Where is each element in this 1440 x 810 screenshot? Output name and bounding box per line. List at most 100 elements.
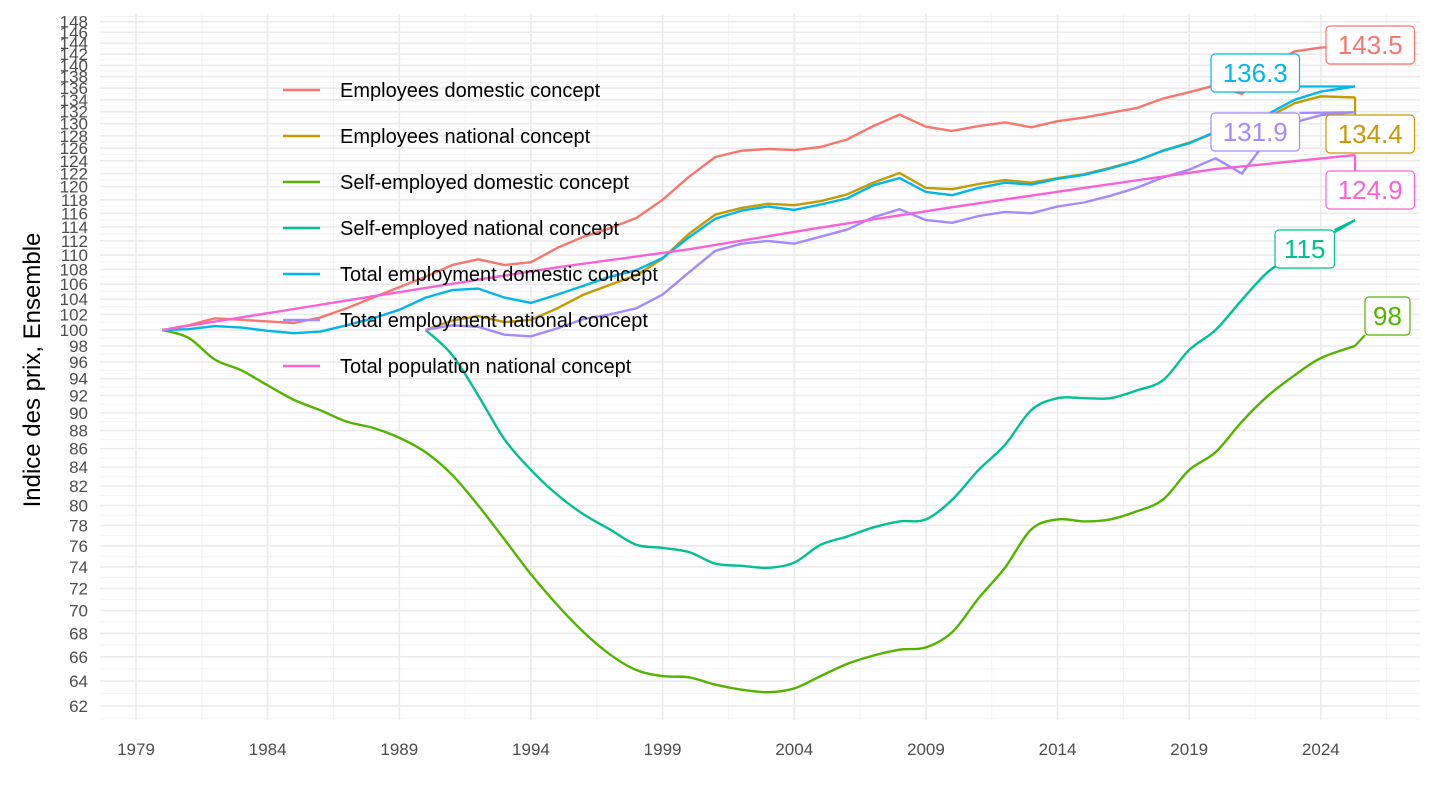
x-tick-label: 1994 bbox=[512, 740, 550, 759]
y-tick-label: 62 bbox=[69, 697, 88, 716]
series-line-total-employment-domestic-concept bbox=[162, 85, 1356, 335]
end-label: 134.4 bbox=[1325, 97, 1416, 154]
end-label: 143.5 bbox=[1325, 25, 1416, 65]
y-tick-label: 138 bbox=[60, 68, 88, 87]
y-tick-label: 146 bbox=[60, 23, 88, 42]
y-tick-label: 82 bbox=[69, 477, 88, 496]
y-tick-label: 116 bbox=[61, 204, 88, 223]
y-tick-label: 134 bbox=[60, 91, 88, 110]
legend-label: Employees national concept bbox=[340, 126, 591, 148]
x-tick-label: 2004 bbox=[775, 740, 813, 759]
series-line-employees-domestic-concept bbox=[162, 44, 1356, 332]
series-lines bbox=[161, 44, 1356, 694]
legend-item: Employees national concept bbox=[283, 126, 591, 148]
y-tick-label: 68 bbox=[69, 624, 88, 643]
y-tick-label: 136 bbox=[60, 79, 88, 98]
y-tick-label: 126 bbox=[60, 139, 88, 158]
y-tick-label: 74 bbox=[69, 558, 88, 577]
end-label-box bbox=[1364, 296, 1411, 336]
end-label-box bbox=[1210, 112, 1301, 152]
legend-item: Self-employed domestic concept bbox=[283, 172, 629, 194]
y-axis-ticks: 6264666870727476788082848688909294969810… bbox=[60, 13, 88, 716]
y-tick-label: 66 bbox=[69, 648, 88, 667]
y-tick-label: 86 bbox=[69, 440, 88, 459]
y-tick-label: 128 bbox=[60, 127, 88, 146]
end-label-value: 98 bbox=[1373, 301, 1402, 331]
x-axis-ticks: 1979 1984 1989 1994 1999 2004 2009 2014 2019 2024 bbox=[117, 740, 1340, 759]
x-tick-label: 1979 bbox=[117, 740, 155, 759]
y-axis-title: Indice des prix, Ensemble bbox=[19, 233, 46, 508]
y-tick-label: 94 bbox=[69, 370, 88, 389]
y-tick-label: 122 bbox=[60, 165, 88, 184]
x-tick-label: 1999 bbox=[644, 740, 682, 759]
y-tick-label: 104 bbox=[60, 290, 88, 309]
series-line-self-employed-national-concept bbox=[424, 219, 1356, 570]
end-label-box bbox=[1325, 170, 1416, 210]
legend-item: Self-employed national concept bbox=[283, 218, 620, 240]
y-tick-label: 144 bbox=[60, 34, 88, 53]
legend: Employees domestic concept Employees nati… bbox=[283, 80, 658, 378]
legend-item: Total employment national concept bbox=[283, 310, 648, 332]
x-tick-label: 1984 bbox=[249, 740, 287, 759]
legend-label: Self-employed domestic concept bbox=[340, 172, 629, 194]
y-tick-label: 140 bbox=[60, 56, 88, 75]
y-tick-label: 148 bbox=[60, 13, 88, 32]
y-tick-label: 76 bbox=[69, 537, 88, 556]
end-label: 115 bbox=[1274, 219, 1356, 269]
y-tick-label: 92 bbox=[69, 387, 88, 406]
end-label-connector bbox=[1354, 334, 1366, 347]
end-label-connector bbox=[1299, 111, 1356, 115]
x-tick-label: 2019 bbox=[1170, 740, 1208, 759]
legend-item: Total employment domestic concept bbox=[283, 264, 658, 286]
y-tick-label: 118 bbox=[61, 191, 88, 210]
legend-label: Employees domestic concept bbox=[340, 80, 601, 102]
y-tick-label: 132 bbox=[60, 103, 88, 122]
legend-item: Total population national concept bbox=[283, 356, 632, 378]
x-tick-label: 2024 bbox=[1302, 740, 1340, 759]
legend-label: Self-employed national concept bbox=[340, 218, 620, 240]
y-tick-label: 90 bbox=[69, 404, 88, 423]
y-tick-label: 80 bbox=[69, 497, 88, 516]
end-label-value: 134.4 bbox=[1338, 119, 1403, 149]
y-tick-label: 142 bbox=[60, 45, 88, 64]
y-tick-label: 100 bbox=[60, 321, 88, 340]
y-tick-label: 124 bbox=[60, 152, 88, 171]
end-label-connector bbox=[1334, 219, 1356, 231]
series-line-total-population-national-concept bbox=[162, 153, 1356, 332]
end-label-value: 143.5 bbox=[1338, 30, 1403, 60]
legend-label: Total employment domestic concept bbox=[340, 264, 658, 286]
end-label-box bbox=[1210, 53, 1301, 93]
end-label: 136.3 bbox=[1210, 53, 1356, 93]
y-tick-label: 88 bbox=[69, 422, 88, 441]
y-tick-label: 106 bbox=[60, 275, 88, 294]
end-label-value: 115 bbox=[1284, 234, 1325, 264]
series-line-self-employed-domestic-concept bbox=[161, 328, 1356, 694]
legend-label: Total population national concept bbox=[340, 356, 632, 378]
y-tick-label: 96 bbox=[69, 353, 88, 372]
y-tick-label: 70 bbox=[69, 602, 88, 621]
series-line-total-employment-national-concept bbox=[425, 111, 1356, 338]
legend-label: Total employment national concept bbox=[340, 310, 648, 332]
end-label-box bbox=[1325, 25, 1416, 65]
end-label-box bbox=[1274, 229, 1336, 269]
x-tick-label: 2009 bbox=[907, 740, 945, 759]
grid-minor bbox=[100, 14, 1420, 720]
end-label-value: 136.3 bbox=[1223, 58, 1288, 88]
end-label-value: 131.9 bbox=[1223, 117, 1288, 147]
x-tick-label: 2014 bbox=[1039, 740, 1077, 759]
y-tick-label: 110 bbox=[61, 246, 88, 265]
end-label-box bbox=[1325, 114, 1416, 154]
end-label-value: 124.9 bbox=[1338, 175, 1403, 205]
y-tick-label: 130 bbox=[60, 115, 88, 134]
end-labels: 143.5 134.4 98 115 136.3 131.9 124.9 bbox=[1210, 25, 1416, 347]
x-tick-label: 1989 bbox=[380, 740, 418, 759]
y-tick-label: 120 bbox=[60, 178, 88, 197]
end-label: 131.9 bbox=[1210, 111, 1356, 152]
end-label: 124.9 bbox=[1325, 155, 1416, 210]
y-tick-label: 114 bbox=[61, 218, 88, 237]
y-tick-label: 84 bbox=[69, 458, 88, 477]
y-tick-label: 64 bbox=[69, 672, 88, 691]
end-label: 98 bbox=[1354, 296, 1411, 347]
